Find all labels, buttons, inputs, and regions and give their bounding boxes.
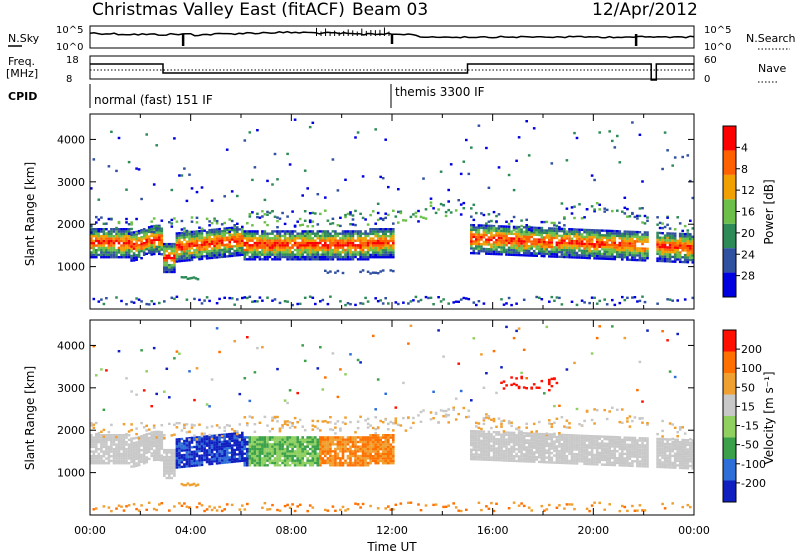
colorbar-tick: 100 [741,362,762,375]
colorbar-tick: 24 [741,248,755,261]
colorbar-tick: 200 [741,343,762,356]
colorbar-swatch [723,174,736,200]
colorbar-tick: 28 [741,270,755,283]
xtick-label: 12:00 [376,524,408,537]
colorbar-tick: -15 [741,420,759,433]
colorbar-swatch [723,330,736,352]
ytick-label: 1000 [57,467,85,480]
xtick-label: 16:00 [477,524,509,537]
colorbar-swatch [723,248,736,273]
colorbar-swatch [723,351,736,373]
freq-line [90,63,694,81]
station-title: Christmas Valley East (fitACF) [92,0,345,20]
colorbar-tick: 20 [741,227,755,240]
ytick-label: 4000 [57,339,85,352]
nsearch-tick-bottom: 10^0 [704,42,731,53]
nave-label: Nave [758,62,786,75]
nsky-tick-top: 10^5 [56,25,83,36]
colorbar-tick: -50 [741,439,759,452]
ytick-label: 1000 [57,261,85,274]
colorbar-tick: -200 [741,477,766,490]
velocity-ylabel: Slant Range [km] [23,366,37,470]
ytick-label: 2000 [57,218,85,231]
xtick-label: 00:00 [74,524,106,537]
colorbar-tick: 16 [741,206,755,219]
colorbar-swatch [723,126,736,151]
colorbar-swatch [723,272,736,297]
velocity-data-layer [90,324,695,513]
nave-tick-top: 60 [704,55,717,66]
colorbar-swatch [723,416,736,438]
xtick-label: 08:00 [275,524,307,537]
cpid-segment-themis: themis 3300 IF [395,85,485,99]
freq-label: Freq. [8,55,35,68]
power-colorbar-label: Power [dB] [762,179,776,244]
colorbar-swatch [723,437,736,459]
colorbar-swatch [723,459,736,481]
colorbar-tick: 15 [741,400,755,413]
cpid-segment-normal: normal (fast) 151 IF [94,93,213,107]
colorbar-tick: 8 [741,163,748,176]
power-colorbar: 4 8 12 16 20 24 28 [722,125,755,298]
colorbar-swatch [723,373,736,395]
xtick-label: 04:00 [175,524,207,537]
time-axis-label: Time UT [366,540,417,554]
freq-tick-bottom: 8 [66,74,72,85]
colorbar-tick: 4 [741,141,748,154]
colorbar-swatch [723,223,736,249]
nsky-tick-bottom: 10^0 [56,42,83,53]
velocity-panel: 1000 2000 3000 4000 00:00 04:00 08:00 12:00 16:… [57,319,710,537]
colorbar-tick: -100 [741,458,766,471]
power-panel: 1000 2000 3000 4000 [57,113,695,310]
nsky-panel [89,25,695,49]
power-data-layer [90,118,695,307]
colorbar-swatch [723,480,736,502]
xtick-label: 00:00 [678,524,710,537]
ytick-label: 4000 [57,133,85,146]
cpid-label: CPID [8,90,37,103]
velocity-colorbar: 200 100 50 15 -15 -50 -100 -200 [722,329,766,503]
velocity-colorbar-label: Velocity [m s⁻¹] [762,371,776,464]
colorbar-swatch [723,150,736,175]
nsearch-label: N.Search [746,32,796,45]
nave-tick-bottom: 0 [704,74,710,85]
freq-unit-label: [MHz] [6,67,38,80]
freq-tick-top: 18 [66,55,79,66]
ytick-label: 3000 [57,176,85,189]
nsky-spikes [181,27,638,46]
nsearch-tick-top: 10^5 [704,25,731,36]
colorbar-tick: 12 [741,184,755,197]
ytick-label: 3000 [57,382,85,395]
colorbar-tick: 50 [741,381,755,394]
freq-panel [89,55,695,81]
ytick-label: 2000 [57,424,85,437]
colorbar-swatch [723,394,736,416]
colorbar-swatch [723,199,736,224]
beam-label: Beam 03 [352,0,428,20]
nsky-label: N.Sky [8,32,40,45]
date-label: 12/Apr/2012 [592,0,698,20]
xtick-label: 20:00 [577,524,609,537]
power-ylabel: Slant Range [km] [23,162,37,266]
